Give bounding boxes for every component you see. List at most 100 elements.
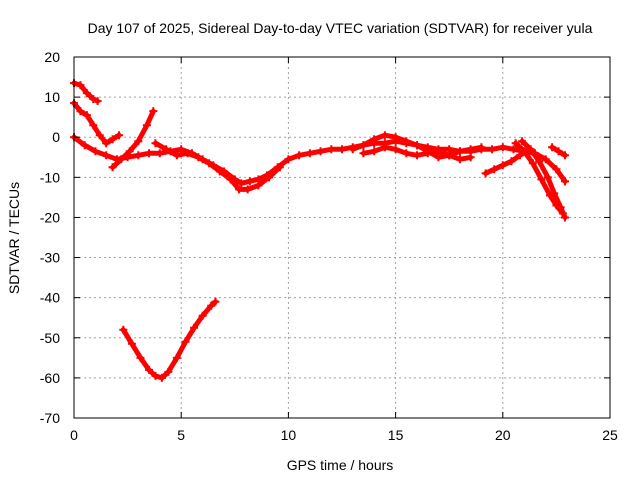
data-point (402, 149, 411, 158)
data-point (526, 145, 535, 154)
data-point (498, 161, 507, 170)
data-point (560, 213, 569, 222)
grid-lines (74, 57, 610, 418)
data-point (80, 141, 89, 150)
data-point (515, 151, 524, 160)
data-point (211, 297, 220, 306)
data-point (481, 169, 490, 178)
data-point (518, 137, 527, 146)
data-point (552, 165, 561, 174)
data-point (215, 167, 224, 176)
data-point (423, 149, 432, 158)
y-tick-label: -70 (40, 410, 60, 426)
data-point (265, 173, 274, 182)
data-point (162, 145, 171, 154)
data-point (194, 153, 203, 162)
data-point (327, 145, 336, 154)
y-axis-label: SDTVAR / TECUs (6, 182, 22, 294)
x-tick-label: 5 (177, 427, 185, 443)
y-tick-label: 10 (44, 89, 60, 105)
data-point (237, 179, 246, 188)
x-tick-label: 10 (281, 427, 297, 443)
data-point (134, 137, 143, 146)
data-point (183, 149, 192, 158)
data-point (93, 97, 102, 106)
data-point (445, 151, 454, 160)
data-point (245, 177, 254, 186)
y-tick-label: -40 (40, 290, 60, 306)
y-tick-label: 20 (44, 49, 60, 65)
data-point (391, 133, 400, 142)
data-point (511, 139, 520, 148)
data-point (190, 323, 199, 332)
data-point (226, 175, 235, 184)
data-point (498, 143, 507, 152)
data-point (243, 185, 252, 194)
data-point (402, 137, 411, 146)
data-point (348, 145, 357, 154)
data-point (359, 149, 368, 158)
data-point (157, 373, 166, 382)
data-point (380, 143, 389, 152)
data-point (466, 145, 475, 154)
y-tick-label: -50 (40, 330, 60, 346)
data-point (477, 143, 486, 152)
data-point (560, 177, 569, 186)
data-point (520, 147, 529, 156)
data-point (142, 121, 151, 130)
data-point (82, 89, 91, 98)
plot-frame (73, 56, 611, 419)
data-point (172, 353, 181, 362)
data-point (548, 143, 557, 152)
data-point (76, 81, 85, 90)
data-point (507, 157, 516, 166)
data-point (490, 165, 499, 174)
data-point (466, 153, 475, 162)
data-point (149, 107, 158, 116)
data-point (134, 151, 143, 160)
data-point (125, 147, 134, 156)
data-point (164, 367, 173, 376)
data-point (119, 325, 128, 334)
data-point (151, 139, 160, 148)
data-point (136, 353, 145, 362)
data-point (541, 155, 550, 164)
data-point (295, 151, 304, 160)
data-point (413, 151, 422, 160)
data-point (509, 145, 518, 154)
axis-ticks: 0 5 10 15 20 25 -70 -60 -50 -40 -30 -20 -10 0 10 20 (40, 49, 618, 443)
data-point (554, 147, 563, 156)
data-point (115, 131, 124, 140)
data-point (117, 155, 126, 164)
data-point (95, 131, 104, 140)
data-point (359, 141, 368, 150)
x-tick-label: 15 (388, 427, 404, 443)
data-point (145, 365, 154, 374)
data-point (535, 157, 544, 166)
data-point (455, 147, 464, 156)
data-point (556, 203, 565, 212)
series-line-track-d (110, 108, 156, 170)
data-point (198, 311, 207, 320)
x-tick-label: 20 (495, 427, 511, 443)
data-point (338, 145, 346, 154)
y-tick-label: -30 (40, 250, 60, 266)
data-point (455, 155, 464, 164)
data-point (177, 145, 186, 154)
data-point (145, 149, 154, 158)
data-point (89, 95, 98, 104)
data-point (82, 111, 91, 120)
data-point (370, 135, 379, 144)
data-point (275, 163, 284, 172)
data-point (434, 147, 443, 156)
data-point (537, 175, 546, 184)
x-axis-label: GPS time / hours (287, 457, 394, 473)
data-point (380, 131, 389, 140)
data-point (102, 151, 111, 160)
data-point (316, 147, 325, 156)
x-tick-label: 25 (602, 427, 618, 443)
data-point (391, 145, 400, 154)
data-point (108, 135, 117, 144)
chart-title: Day 107 of 2025, Sidereal Day-to-day VTE… (88, 20, 593, 36)
data-point (89, 121, 98, 130)
